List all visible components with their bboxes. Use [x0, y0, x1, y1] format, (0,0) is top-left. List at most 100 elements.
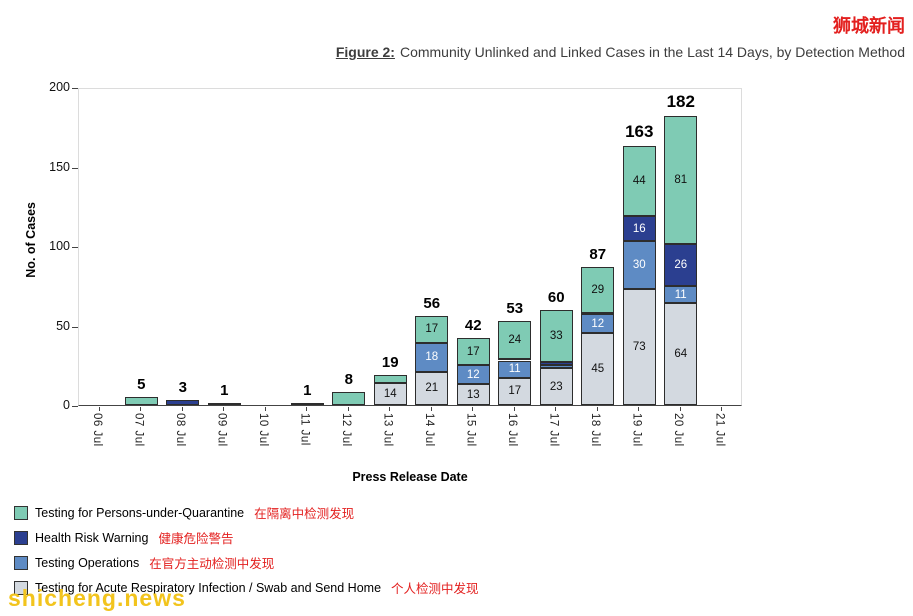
bar-segment [332, 392, 366, 405]
bar-segment: 17 [498, 377, 532, 405]
bar-segment [166, 400, 200, 405]
x-tick-label: 14 Jul [422, 413, 435, 447]
legend-label: Health Risk Warning [35, 530, 149, 545]
legend-item: Testing Operations 在官方主动检测中发现 [14, 553, 479, 572]
bar-segment: 73 [622, 288, 656, 405]
legend-label: Testing for Persons-under-Quarantine [35, 505, 245, 520]
x-tick-mark [555, 407, 557, 411]
legend-item: Testing for Acute Respiratory Infection … [14, 578, 479, 597]
bar-segment: 21 [415, 371, 449, 405]
segment-value: 13 [466, 388, 480, 401]
bar-total: 1 [220, 382, 229, 400]
bar-segment [207, 403, 241, 405]
x-tick-mark [306, 407, 308, 411]
x-tick-mark [264, 407, 266, 411]
legend-annotation-zh: 健康危险警告 [158, 532, 234, 546]
bar-segment: 45 [581, 333, 615, 405]
y-tick-mark [72, 247, 78, 248]
bar-segment [581, 312, 615, 315]
legend-item: Health Risk Warning 健康危险警告 [14, 528, 479, 547]
bar-segment: 12 [581, 314, 615, 334]
legend: Testing for Persons-under-Quarantine 在隔离中… [14, 503, 479, 597]
x-tick-label: 08 Jul [173, 413, 186, 447]
y-tick-label: 0 [63, 398, 70, 412]
x-tick-mark [638, 407, 640, 411]
segment-value: 23 [549, 380, 563, 393]
y-tick-mark [72, 88, 78, 89]
chart-title: Figure 2: Community Unlinked and Linked C… [0, 44, 905, 60]
bar-total: 53 [506, 299, 524, 317]
segment-value: 64 [674, 348, 688, 361]
bar-total: 56 [423, 294, 441, 312]
bar-segment: 12 [456, 365, 490, 385]
x-tick-label: 19 Jul [630, 413, 643, 447]
x-tick-label: 15 Jul [464, 413, 477, 447]
x-tick-label: 12 Jul [339, 413, 352, 447]
bar-segment: 44 [622, 145, 656, 216]
x-axis-title: Press Release Date [352, 470, 468, 484]
x-tick-mark [721, 407, 723, 411]
segment-value: 16 [632, 222, 646, 235]
bar-segment: 13 [456, 384, 490, 405]
bar-total: 163 [625, 121, 654, 141]
x-tick-label: 18 Jul [588, 413, 601, 447]
y-tick-label: 200 [49, 80, 70, 94]
segment-value: 12 [591, 317, 605, 330]
bar-segment: 17 [415, 315, 449, 343]
bar-segment: 11 [498, 360, 532, 378]
bar-segment: 29 [581, 266, 615, 313]
segment-value: 21 [425, 382, 439, 395]
segment-value: 12 [466, 368, 480, 381]
bar-total: 1 [303, 382, 312, 400]
bar-segment [498, 358, 532, 361]
y-tick-mark [72, 406, 78, 407]
bar-total: 8 [344, 371, 353, 389]
y-tick-mark [72, 167, 78, 169]
segment-value: 14 [383, 387, 397, 400]
legend-swatch [14, 530, 28, 545]
bar-segment: 64 [664, 303, 698, 405]
segment-value: 81 [674, 174, 688, 187]
bar-total: 42 [464, 317, 482, 335]
x-tick-mark [679, 407, 681, 411]
bar-segment: 81 [664, 115, 698, 245]
x-tick-mark [430, 407, 432, 411]
bar-segment: 11 [664, 285, 698, 304]
legend-swatch [14, 580, 28, 595]
legend-annotation-zh: 个人检测中发现 [391, 582, 479, 596]
y-tick-label: 150 [49, 159, 70, 174]
bar-segment [539, 362, 573, 366]
bar-segment: 24 [498, 320, 532, 359]
x-tick-mark [472, 407, 474, 411]
bar-segment [539, 365, 573, 369]
segment-value: 45 [591, 363, 605, 376]
bar-segment [373, 374, 407, 383]
bar-segment: 17 [456, 338, 490, 366]
y-tick-label: 100 [49, 239, 70, 253]
bar-segment: 14 [373, 382, 407, 405]
legend-swatch [14, 505, 28, 520]
bar-total: 60 [547, 288, 565, 306]
segment-value: 30 [632, 259, 646, 272]
x-tick-mark [140, 407, 142, 411]
segment-value: 24 [508, 333, 522, 346]
segment-value: 17 [508, 385, 522, 398]
segment-value: 17 [425, 323, 439, 336]
bar-segment: 16 [622, 215, 656, 242]
x-tick-label: 21 Jul [713, 413, 726, 447]
x-tick-mark [181, 407, 183, 411]
bar-total: 19 [381, 353, 399, 371]
figure-label: Figure 2: [335, 44, 395, 60]
bar-segment: 23 [539, 368, 573, 405]
bar-segment: 33 [539, 309, 573, 363]
bar-segment: 30 [622, 241, 656, 289]
x-tick-label: 10 Jul [256, 413, 269, 447]
bar-segment: 26 [664, 244, 698, 286]
legend-label: Testing Operations [35, 555, 140, 570]
x-tick-label: 13 Jul [381, 413, 394, 447]
x-tick-label: 20 Jul [671, 413, 684, 447]
bar-segment [290, 403, 324, 405]
site-logo: 狮城新闻 [833, 16, 905, 36]
segment-value: 33 [549, 329, 563, 342]
